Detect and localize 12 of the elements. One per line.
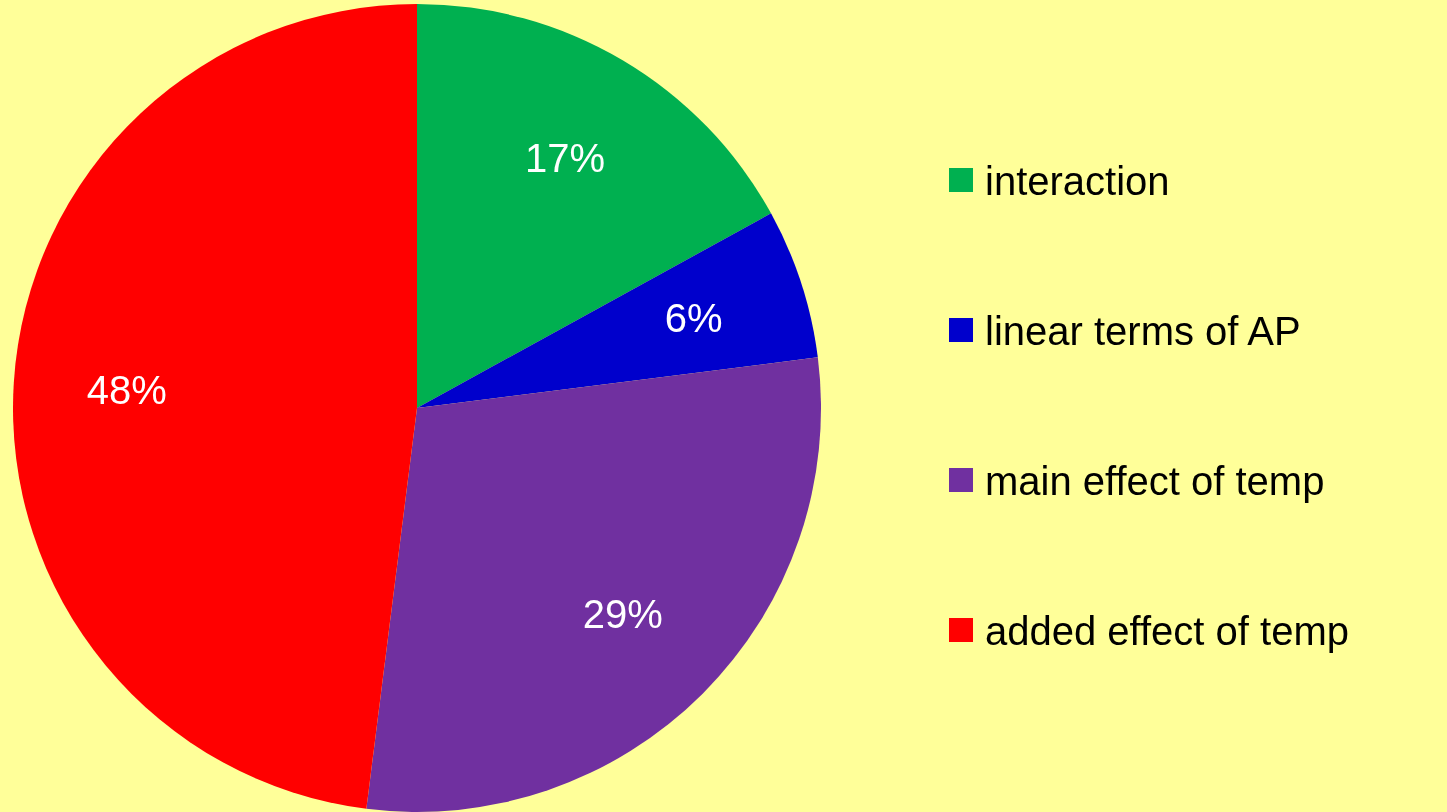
data-label: 29%: [582, 591, 663, 636]
pie-slice: [13, 4, 417, 809]
data-label: 17%: [525, 135, 606, 180]
pie-slice: [366, 357, 821, 812]
data-label: 48%: [86, 367, 167, 412]
legend-label: main effect of temp: [985, 458, 1325, 504]
pie-slice: [417, 4, 772, 408]
pie-slice: [417, 213, 818, 408]
data-label: 6%: [664, 296, 723, 341]
legend-label: linear terms of AP: [985, 308, 1301, 354]
legend-label: interaction: [985, 158, 1170, 204]
legend-label: added effect of temp: [985, 608, 1349, 654]
